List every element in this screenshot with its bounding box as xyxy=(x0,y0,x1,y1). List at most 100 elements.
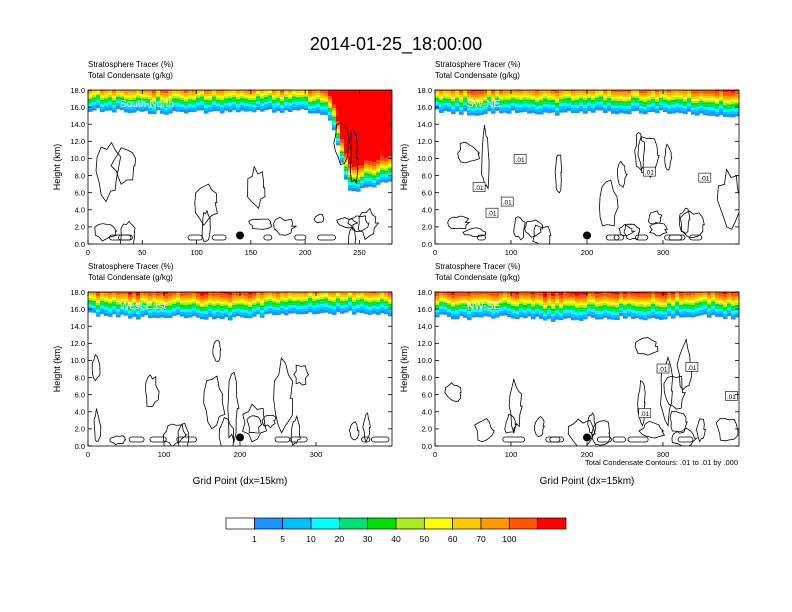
tracer-band xyxy=(619,310,624,313)
tracer-band xyxy=(479,292,484,295)
tracer-band xyxy=(296,292,301,293)
tracer-band xyxy=(547,110,552,114)
tracer-band xyxy=(340,155,345,158)
tracer-band xyxy=(531,306,536,309)
tracer-band xyxy=(148,315,153,318)
tracer-band xyxy=(280,92,285,95)
tracer-band xyxy=(312,296,317,299)
tracer-band xyxy=(180,99,185,102)
tracer-band xyxy=(96,102,101,105)
tracer-band xyxy=(176,90,181,92)
tracer-band xyxy=(483,308,488,311)
tracer-core xyxy=(204,292,209,295)
tracer-band xyxy=(455,108,460,112)
tracer-band xyxy=(651,314,656,318)
tracer-band xyxy=(511,100,516,104)
tracer-band xyxy=(284,85,289,89)
tracer-band xyxy=(268,298,273,301)
tracer-band xyxy=(479,96,484,100)
tracer-band xyxy=(224,307,229,310)
tracer-band xyxy=(224,86,229,89)
tracer-band xyxy=(368,312,373,315)
condensate-contour xyxy=(638,420,666,439)
tracer-band xyxy=(683,108,688,111)
tracer-band xyxy=(543,305,548,307)
tracer-band xyxy=(675,312,680,316)
tracer-band xyxy=(671,90,676,94)
tracer-band xyxy=(264,306,269,310)
tracer-band xyxy=(176,103,181,107)
tracer-band xyxy=(148,92,153,96)
tracer-band xyxy=(336,127,341,130)
tracer-band xyxy=(132,301,137,304)
tracer-band xyxy=(380,304,385,308)
tracer-band xyxy=(284,295,289,299)
tracer-band xyxy=(220,303,225,306)
tracer-band xyxy=(515,99,520,102)
tracer-band xyxy=(232,97,237,100)
tracer-band xyxy=(260,100,265,104)
tracer-band xyxy=(136,92,141,96)
tracer-band xyxy=(631,312,636,316)
tracer-band xyxy=(439,295,444,298)
tracer-band xyxy=(308,97,313,101)
tracer-band xyxy=(144,296,149,299)
tracer-band xyxy=(527,313,532,317)
tracer-band xyxy=(579,92,584,95)
tracer-band xyxy=(671,308,676,311)
tracer-band xyxy=(284,309,289,313)
tracer-band xyxy=(695,307,700,311)
tracer-band xyxy=(188,86,193,90)
tracer-band xyxy=(296,93,301,95)
tracer-band xyxy=(499,90,504,93)
tracer-band xyxy=(88,86,93,90)
tracer-band xyxy=(172,303,177,306)
tracer-band xyxy=(204,96,209,99)
tracer-band xyxy=(288,303,293,306)
tracer-band xyxy=(184,309,189,313)
tracer-band xyxy=(376,308,381,312)
tracer-band xyxy=(272,95,277,98)
tracer-band xyxy=(443,311,448,315)
tracer-band xyxy=(659,314,664,317)
tracer-band xyxy=(587,108,592,112)
tracer-band xyxy=(344,309,349,313)
condensate-contour xyxy=(474,417,495,443)
tracer-band xyxy=(615,105,620,108)
tracer-band xyxy=(132,299,137,302)
tracer-band xyxy=(491,315,496,319)
x-tick-label: 0 xyxy=(86,248,90,257)
tracer-band xyxy=(715,313,720,317)
tracer-band xyxy=(216,105,221,109)
tracer-band xyxy=(184,295,189,299)
tracer-band xyxy=(583,90,588,94)
tracer-band xyxy=(683,103,688,107)
tracer-band xyxy=(451,304,456,307)
colorbar-swatch xyxy=(282,517,312,530)
tracer-band xyxy=(364,311,369,315)
condensate-contour xyxy=(94,223,118,242)
tracer-band xyxy=(539,312,544,316)
tracer-band xyxy=(308,295,313,298)
tracer-core xyxy=(655,292,660,294)
tracer-band xyxy=(156,298,161,301)
condensate-contour xyxy=(612,436,626,443)
tracer-band xyxy=(244,94,249,97)
tracer-band xyxy=(599,296,604,299)
tracer-band xyxy=(240,107,245,111)
tracer-band xyxy=(308,292,313,294)
tracer-band xyxy=(675,100,680,104)
tracer-band xyxy=(204,101,209,106)
tracer-band xyxy=(304,101,309,105)
tracer-band xyxy=(260,96,265,99)
tracer-streak xyxy=(583,278,585,285)
tracer-band xyxy=(607,306,612,309)
tracer-band xyxy=(475,112,480,116)
tracer-band xyxy=(172,98,177,101)
tracer-band xyxy=(639,100,644,104)
tracer-band xyxy=(260,98,265,101)
tracer-band xyxy=(128,92,133,95)
tracer-core xyxy=(336,90,341,122)
tracer-band xyxy=(599,98,604,102)
tracer-band xyxy=(563,94,568,97)
